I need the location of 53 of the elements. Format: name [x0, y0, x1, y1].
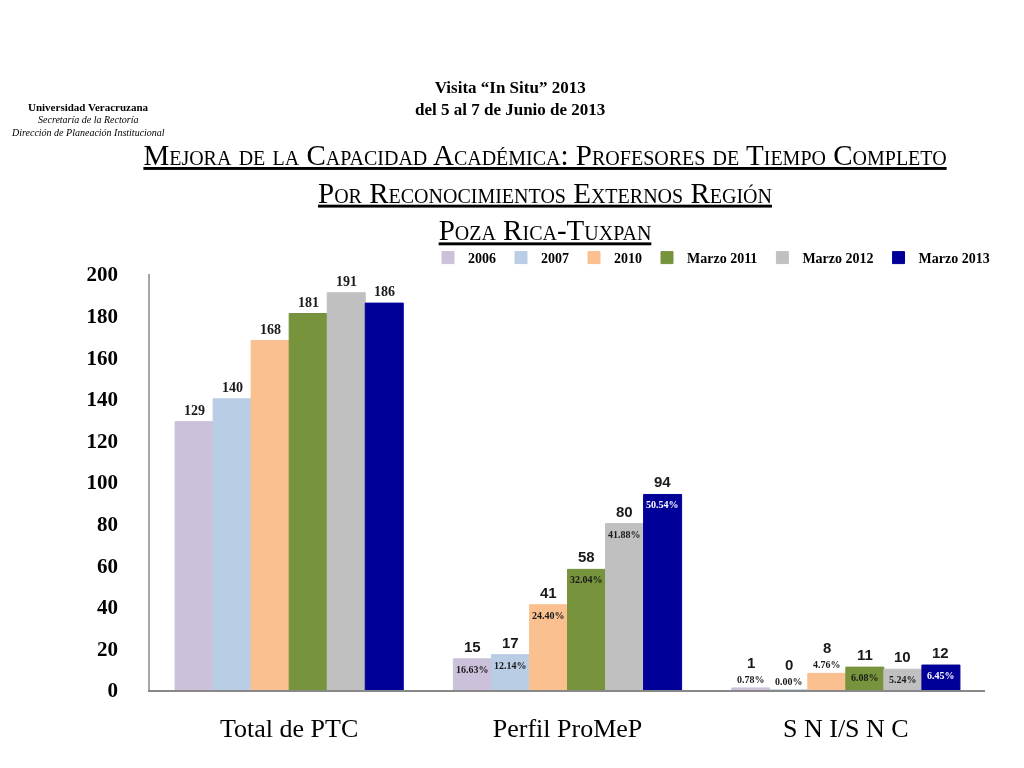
y-tick-label: 100 — [86, 470, 119, 495]
y-tick-label: 120 — [86, 428, 119, 453]
chart-subtitle: Visita “In Situ” 2013 del 5 al 7 de Junio de 2013 — [415, 78, 606, 120]
y-tick-label: 140 — [86, 387, 119, 412]
legend-label: Marzo 2013 — [918, 251, 990, 267]
annotation: 50.54% — [646, 499, 679, 510]
annotation: 5.24% — [889, 674, 917, 685]
y-tick-label: 20 — [97, 636, 119, 661]
annotation: 32.04% — [570, 574, 603, 585]
data-label: 129 — [184, 403, 205, 418]
y-tick-label: 180 — [86, 303, 119, 328]
data-label: 17 — [502, 634, 519, 651]
y-tick-label: 80 — [97, 511, 119, 536]
y-tick-label: 40 — [97, 595, 119, 620]
data-label: 168 — [260, 322, 281, 337]
legend-label: Marzo 2012 — [802, 251, 874, 267]
chart-title: Mejora de la Capacidad Académica: Profesores de Tiempo Completo Por Reconocimientos Externos Región Poza Rica-Tuxpan — [143, 139, 947, 247]
data-label: 58 — [578, 548, 595, 565]
y-tick-label: 60 — [97, 553, 119, 578]
annotation: 0.00% — [775, 676, 803, 687]
data-label: 15 — [464, 638, 481, 655]
annotation: 12.14% — [494, 660, 527, 671]
data-label: 10 — [894, 648, 911, 665]
legend-label: Marzo 2011 — [687, 251, 758, 267]
data-label: 186 — [374, 284, 395, 299]
legend-label: 2010 — [614, 251, 642, 267]
data-label: 41 — [540, 584, 557, 601]
annotation: 6.08% — [851, 672, 879, 683]
data-label: 191 — [336, 274, 357, 289]
annotation: 24.40% — [532, 610, 565, 621]
data-label: 12 — [932, 644, 949, 661]
data-label: 11 — [857, 646, 873, 663]
data-label: 140 — [222, 380, 243, 395]
annotation: 6.45% — [927, 670, 955, 681]
annotation: 16.63% — [456, 664, 489, 675]
y-tick-label: 160 — [86, 345, 119, 370]
y-tick-label: 200 — [86, 262, 119, 287]
annotation: 0.78% — [737, 674, 765, 685]
x-tick-label: Perfil ProMeP — [492, 713, 643, 743]
x-tick-label: Total de PTC — [220, 713, 359, 743]
data-label: 181 — [298, 295, 319, 310]
legend-label: 2007 — [541, 251, 569, 267]
data-label: 80 — [616, 503, 633, 520]
x-tick-label: S N I/S N C — [782, 713, 909, 743]
y-tick-label: 0 — [107, 678, 119, 703]
data-label: 0 — [785, 656, 794, 673]
data-label: 94 — [654, 473, 672, 490]
data-label: 8 — [823, 639, 832, 656]
text: Universidad Veracruzana Secretaría de la Rectoría Dirección de Planeación Institucional — [11, 101, 165, 138]
annotation: 4.76% — [813, 659, 841, 670]
annotation: 41.88% — [608, 529, 641, 540]
data-label: 1 — [747, 654, 756, 671]
legend-label: 2006 — [468, 251, 496, 267]
